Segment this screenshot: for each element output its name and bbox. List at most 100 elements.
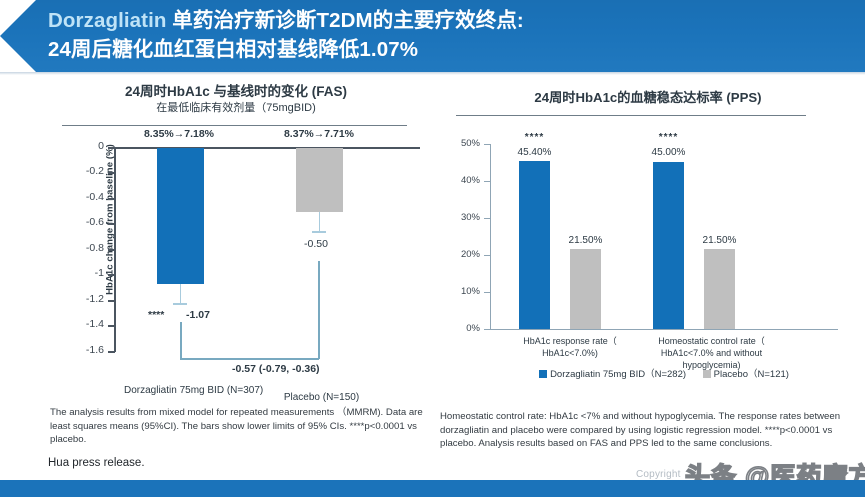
x-category-label-group1-line1: HbA1c response rate（	[523, 336, 617, 346]
whisker-cap-dorzagliatin	[173, 303, 187, 305]
bracket-right-arm	[318, 261, 320, 359]
x-category-label-group2-line2: HbA1c<7.0% and without	[660, 348, 763, 358]
left-y-tick-2	[108, 198, 115, 200]
legend-label-dorzagliatin: Dorzagliatin 75mg BID（N=282)	[550, 369, 687, 380]
press-release-note: Hua press release.	[48, 457, 145, 469]
bottom-accent-bar	[0, 480, 865, 497]
value-label-placebo: -0.50	[304, 238, 328, 250]
legend-swatch-blue-icon	[539, 370, 548, 378]
significance-dorzagliatin: ****	[148, 309, 165, 321]
hba1c-change-chart: 8.35%→7.18% 8.37%→7.71% HbA1c change fro…	[36, 126, 436, 404]
bar-dorzagliatin-change	[157, 148, 204, 284]
left-y-tick-1	[108, 172, 115, 174]
category-label-dorzagliatin-text: Dorzagliatin 75mg BID (N=307)	[124, 385, 264, 396]
panels-container: 24周时HbA1c 与基线时的变化 (FAS) 在最低临床有效剂量（75mgBI…	[0, 75, 865, 473]
right-panel-title: 24周时HbA1c的血糖稳态达标率 (PPS)	[534, 90, 762, 105]
x-category-label-group2-line1: Homeostatic control rate（	[658, 336, 765, 346]
left-panel-title: 24周时HbA1c 与基线时的变化 (FAS)	[124, 84, 348, 99]
treatment-difference-label: -0.57 (-0.79, -0.36)	[232, 363, 320, 375]
legend-item-placebo: Placebo（N=121)	[702, 366, 789, 380]
left-y-ticklabel-6: -1.2	[85, 293, 104, 305]
right-panel-divider	[456, 115, 806, 116]
right-chart-y-axis	[490, 144, 492, 330]
right-y-tick-20	[484, 255, 490, 257]
right-y-ticklabel-30: 30%	[460, 212, 480, 223]
x-category-label-group2: Homeostatic control rate（ HbA1c<7.0% and…	[624, 335, 799, 371]
header-title-rest: 单药治疗新诊断T2DM的主要疗效终点:	[166, 9, 524, 32]
value-label-group1-placebo: 21.50%	[568, 235, 603, 246]
right-chart-x-axis	[490, 329, 838, 331]
significance-group1: ****	[524, 132, 545, 143]
left-y-tick-7	[108, 325, 115, 327]
category-label-dorzagliatin: Dorzagliatin 75mg BID (N=307)	[124, 384, 263, 397]
x-category-label-group1: HbA1c response rate（ HbA1c<7.0%)	[490, 335, 650, 359]
left-y-tick-0	[108, 147, 115, 149]
right-y-tick-40	[484, 181, 490, 183]
glycemic-homeostasis-chart: 50% 40% 30% 20% 10% 0% **** **** 45.40% …	[438, 116, 858, 386]
legend-label-placebo: Placebo（N=121)	[713, 369, 789, 380]
value-label-dorzagliatin: -1.07	[186, 309, 210, 321]
x-category-label-group1-line2: HbA1c<7.0%)	[542, 348, 598, 358]
baseline-annotation-placebo: 8.37%→7.71%	[283, 128, 355, 140]
value-label-group2-placebo: 21.50%	[702, 235, 737, 246]
left-y-ticklabel-7: -1.4	[85, 318, 104, 330]
bar-group1-dorzagliatin	[519, 161, 550, 329]
value-label-group2-dorzagliatin: 45.00%	[651, 147, 686, 158]
left-y-tick-5	[108, 274, 115, 276]
right-chart-legend: Dorzagliatin 75mg BID（N=282) Placebo（N=1…	[490, 366, 838, 380]
left-y-ticklabel-2: -0.4	[85, 191, 104, 203]
left-y-ticklabel-4: -0.8	[85, 242, 104, 254]
bar-group2-dorzagliatin	[653, 162, 684, 329]
bar-group2-placebo	[704, 249, 735, 329]
bar-group1-placebo	[570, 249, 601, 329]
left-y-ticklabel-3: -0.6	[85, 216, 104, 228]
left-y-tick-8	[108, 351, 115, 353]
left-chart-panel: 24周时HbA1c 与基线时的变化 (FAS) 在最低临床有效剂量（75mgBI…	[36, 75, 436, 473]
left-chart-footnote: The analysis results from mixed model fo…	[50, 407, 423, 445]
bracket-base	[180, 358, 319, 360]
bar-placebo-change	[296, 148, 343, 212]
right-y-ticklabel-40: 40%	[460, 175, 480, 186]
right-y-tick-30	[484, 218, 490, 220]
header-shadow	[0, 72, 865, 75]
right-y-tick-10	[484, 292, 490, 294]
legend-item-dorzagliatin: Dorzagliatin 75mg BID（N=282)	[539, 366, 686, 380]
right-chart-footnote: Homeostatic control rate: HbA1c <7% and …	[440, 411, 841, 449]
right-y-ticklabel-50: 50%	[460, 138, 480, 149]
left-y-tick-3	[108, 223, 115, 225]
left-y-ticklabel-8: -1.6	[85, 344, 104, 356]
left-y-ticklabel-1: -0.2	[85, 165, 104, 177]
value-label-group1-dorzagliatin: 45.40%	[517, 147, 552, 158]
left-chart-zero-line	[114, 147, 420, 149]
x-category-label-group2-line3: hypoglycemia)	[682, 360, 741, 370]
right-y-ticklabel-10: 10%	[460, 286, 480, 297]
right-y-tick-0	[484, 329, 490, 331]
left-panel-divider	[62, 125, 407, 126]
left-panel-subtitle: 在最低临床有效剂量（75mgBID)	[156, 102, 316, 114]
left-y-ticklabel-0: 0	[98, 140, 104, 152]
right-y-ticklabel-0: 0%	[466, 323, 480, 334]
left-y-tick-4	[108, 249, 115, 251]
baseline-annotation-dorzagliatin: 8.35%→7.18%	[143, 128, 215, 140]
right-chart-panel: 24周时HbA1c的血糖稳态达标率 (PPS) 50% 40% 30% 20% …	[438, 75, 858, 473]
legend-swatch-grey-icon	[702, 370, 711, 378]
whisker-placebo	[318, 212, 321, 232]
header-title-line2: 24周后糖化血红蛋白相对基线降低1.07%	[48, 38, 419, 61]
significance-group2: ****	[658, 132, 679, 143]
header-title-line1: Dorzagliatin 单药治疗新诊断T2DM的主要疗效终点:	[48, 6, 855, 35]
category-label-placebo-text: Placebo (N=150)	[283, 392, 360, 403]
slide-header-text: Dorzagliatin 单药治疗新诊断T2DM的主要疗效终点: 24周后糖化血…	[48, 6, 855, 64]
bracket-left-arm	[180, 322, 182, 360]
left-y-tick-6	[108, 300, 115, 302]
whisker-cap-placebo	[312, 231, 326, 233]
slide-header-banner: Dorzagliatin 单药治疗新诊断T2DM的主要疗效终点: 24周后糖化血…	[0, 0, 865, 72]
left-y-ticklabel-5: -1	[94, 267, 104, 279]
header-drug-name: Dorzagliatin	[48, 9, 167, 32]
copyright-text: Copyright	[636, 469, 681, 480]
right-y-ticklabel-20: 20%	[460, 249, 480, 260]
bottom-white-edge	[0, 497, 865, 500]
whisker-dorzagliatin	[179, 284, 182, 304]
category-label-placebo: Placebo (N=150)	[264, 391, 379, 404]
right-y-tick-50	[484, 144, 490, 146]
